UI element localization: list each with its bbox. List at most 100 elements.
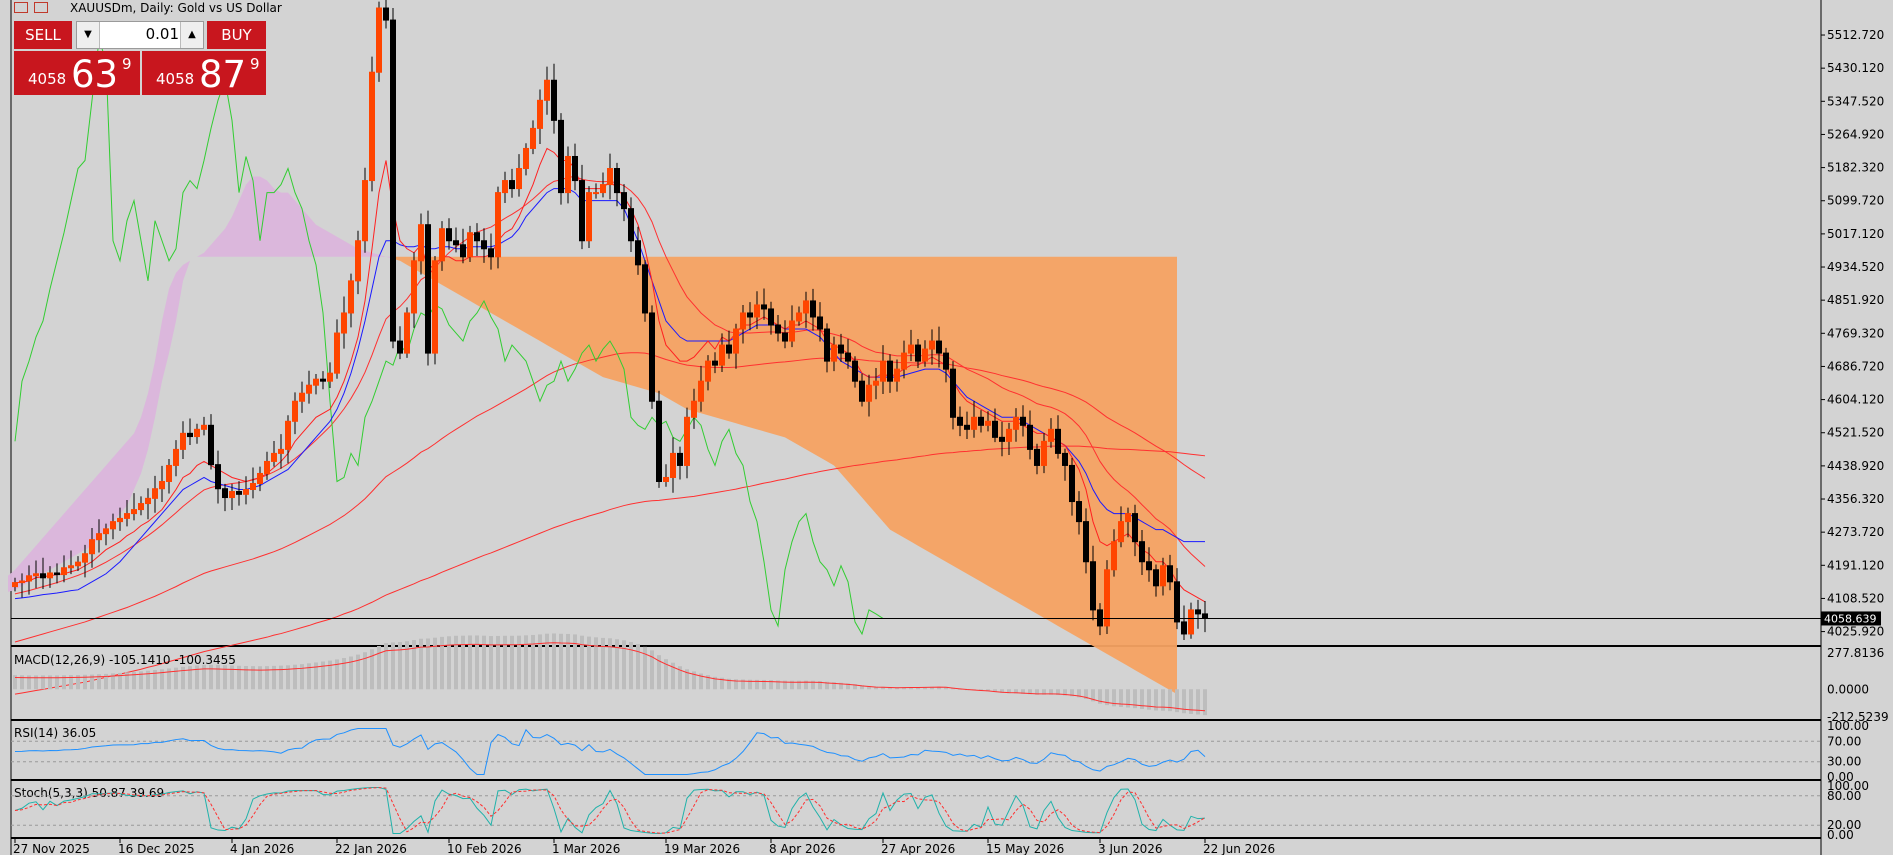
macd-histogram-bar: [300, 664, 304, 690]
kumo-cloud-segment: [925, 256, 932, 554]
kumo-cloud-segment: [477, 256, 484, 309]
kumo-cloud-segment: [869, 256, 876, 514]
price-axis-label: 5347.520: [1827, 94, 1884, 108]
macd-histogram-bar: [496, 635, 500, 690]
buy-price-prefix: 4058: [156, 70, 195, 88]
bull-candle: [607, 168, 613, 186]
bear-candle: [992, 420, 998, 438]
macd-histogram-bar: [118, 672, 122, 690]
macd-histogram-bar: [139, 671, 143, 690]
kumo-cloud-segment: [589, 256, 596, 374]
bear-candle: [579, 180, 585, 242]
kumo-cloud-segment: [890, 256, 897, 534]
chevron-down-icon[interactable]: ▼: [77, 22, 100, 48]
kumo-cloud-segment: [204, 244, 211, 257]
bull-candle: [523, 147, 529, 170]
kumo-cloud-segment: [771, 256, 778, 436]
macd-histogram-bar: [370, 649, 374, 690]
kumo-cloud-segment: [8, 569, 15, 592]
macd-histogram-bar: [594, 637, 598, 690]
kumo-cloud-segment: [1128, 256, 1135, 671]
sell-button[interactable]: SELL: [14, 21, 72, 49]
kumo-cloud-segment: [232, 200, 239, 257]
kumo-cloud-segment: [176, 264, 183, 321]
indicator-axis-label: 277.8136: [1827, 646, 1884, 660]
kumo-cloud-segment: [904, 256, 911, 542]
indicator-pane: MACD(12,26,9) -105.1410 -100.3455 277.813…: [13, 633, 1889, 724]
macd-histogram-bar: [1070, 689, 1074, 697]
date-axis-label: 22 Jun 2026: [1203, 842, 1275, 855]
bear-candle: [1020, 416, 1026, 426]
bear-candle: [915, 344, 921, 362]
kumo-cloud-segment: [841, 256, 848, 482]
date-axis-label: 19 Mar 2026: [664, 842, 740, 855]
bull-candle: [103, 528, 109, 535]
bull-candle: [145, 497, 151, 505]
bull-candle: [166, 464, 172, 482]
price-axis-label: 5182.320: [1827, 161, 1884, 175]
price-axis-label: 4025.920: [1827, 625, 1884, 639]
rsi-line: [14, 728, 1206, 775]
kumo-cloud-segment: [113, 449, 120, 522]
kumo-cloud-segment: [988, 256, 995, 590]
chart-icon[interactable]: [34, 2, 48, 13]
macd-histogram-bar: [748, 679, 752, 690]
kumo-cloud-segment: [29, 545, 36, 582]
macd-histogram-bar: [405, 641, 409, 690]
kumo-cloud-segment: [813, 256, 820, 458]
sell-price-quote[interactable]: 4058 63 9: [14, 51, 140, 96]
kumo-cloud-segment: [855, 256, 862, 498]
macd-histogram-bar: [342, 658, 346, 690]
price-axis-label: 5017.120: [1827, 227, 1884, 241]
kumo-cloud-segment: [190, 256, 197, 261]
bull-candle: [971, 416, 977, 430]
indicator-title: MACD(12,26,9) -105.1410 -100.3455: [14, 653, 236, 667]
macd-histogram-bar: [727, 678, 731, 690]
lot-size-stepper[interactable]: ▼ ▲: [76, 21, 204, 49]
buy-price-quote[interactable]: 4058 87 9: [142, 51, 266, 96]
macd-histogram-bar: [419, 638, 423, 690]
bull-candle: [19, 580, 25, 584]
price-axis-label: 4273.720: [1827, 525, 1884, 539]
kumo-cloud-segment: [1135, 256, 1142, 675]
bull-candle: [404, 312, 410, 354]
bear-candle: [425, 224, 431, 354]
macd-histogram-bar: [699, 673, 703, 690]
macd-histogram-bar: [1056, 689, 1060, 696]
bear-candle: [1181, 621, 1187, 635]
kumo-cloud-segment: [309, 216, 316, 257]
kumo-cloud-segment: [603, 256, 610, 380]
date-axis-label: 8 Apr 2026: [769, 842, 836, 855]
macd-histogram-bar: [1182, 689, 1186, 714]
date-axis-label: 1 Mar 2026: [552, 842, 620, 855]
bear-candle: [747, 312, 753, 318]
macd-histogram-bar: [664, 659, 668, 690]
chevron-up-icon[interactable]: ▲: [180, 22, 203, 48]
bear-candle: [572, 155, 578, 182]
lot-size-input[interactable]: [101, 24, 179, 44]
bull-candle: [432, 260, 438, 354]
list-icon[interactable]: [14, 2, 28, 13]
buy-button[interactable]: BUY: [207, 21, 266, 49]
bull-candle: [922, 348, 928, 362]
bear-candle: [460, 244, 466, 258]
kumo-cloud-segment: [582, 256, 589, 370]
bear-candle: [838, 344, 844, 354]
kumo-cloud-segment: [540, 256, 547, 346]
bear-candle: [1202, 613, 1208, 619]
bull-candle: [586, 192, 592, 242]
macd-histogram-bar: [1119, 689, 1123, 707]
sell-price-prefix: 4058: [28, 70, 67, 88]
date-axis-label: 10 Feb 2026: [447, 842, 522, 855]
bear-candle: [1083, 521, 1089, 563]
macd-histogram-bar: [1161, 689, 1165, 711]
kumo-cloud-segment: [624, 256, 631, 386]
macd-histogram-bar: [713, 676, 717, 690]
bear-candle: [845, 352, 851, 362]
macd-histogram-bar: [678, 666, 682, 690]
bear-candle: [390, 19, 396, 342]
kumo-cloud-segment: [239, 184, 246, 257]
